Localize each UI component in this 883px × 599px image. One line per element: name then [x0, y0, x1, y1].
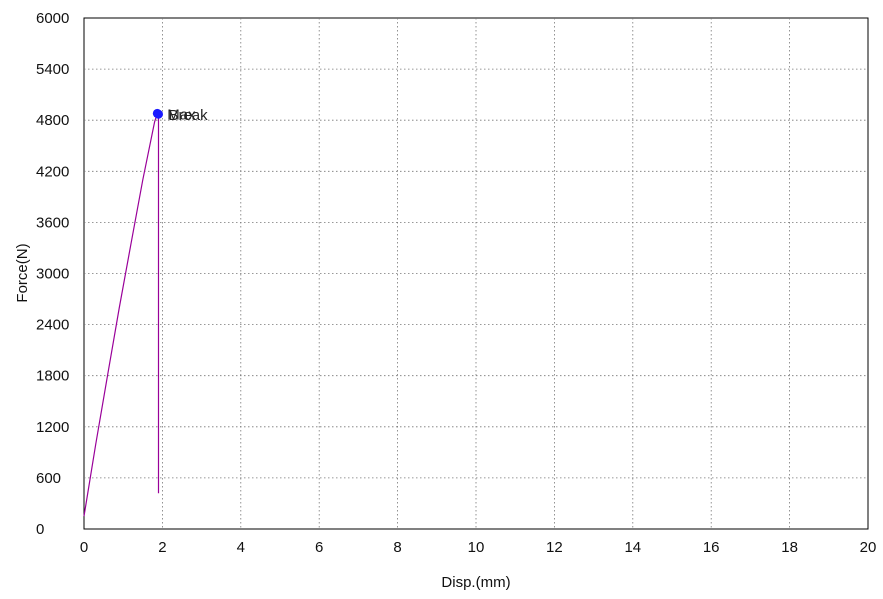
y-tick-label: 5400: [36, 61, 69, 78]
x-tick-label: 2: [158, 539, 166, 556]
y-tick-label: 2400: [36, 317, 69, 334]
x-tick-label: 14: [624, 539, 641, 556]
y-tick-label: 6000: [36, 10, 69, 27]
x-tick-label: 20: [860, 539, 877, 556]
x-tick-label: 6: [315, 539, 323, 556]
x-tick-label: 12: [546, 539, 563, 556]
y-tick-label: 4800: [36, 112, 69, 129]
y-tick-label: 3000: [36, 266, 69, 283]
point-marker-break: [153, 109, 163, 119]
annotation-label-max: Max: [167, 106, 196, 123]
x-tick-label: 18: [781, 539, 798, 556]
y-tick-label: 1800: [36, 368, 69, 385]
y-tick-label: 600: [36, 470, 61, 487]
y-axis-label: Force(N): [14, 243, 31, 302]
grid-lines: [84, 18, 868, 529]
annotation-label-break: Break: [168, 107, 208, 124]
x-tick-label: 16: [703, 539, 720, 556]
y-tick-label: 1200: [36, 419, 69, 436]
y-tick-label: 0: [36, 521, 44, 538]
x-tick-label: 10: [468, 539, 485, 556]
x-tick-labels: 0 2 4 6 8 10 12 14 16 18 20: [80, 539, 877, 556]
y-tick-label: 4200: [36, 163, 69, 180]
x-tick-label: 0: [80, 539, 88, 556]
x-axis-label: Disp.(mm): [441, 574, 510, 591]
x-tick-label: 4: [237, 539, 245, 556]
x-tick-label: 8: [393, 539, 401, 556]
y-tick-label: 3600: [36, 214, 69, 231]
y-tick-labels: 0 600 1200 1800 2400 3000 3600 4200 4800 5400 6000: [36, 10, 69, 538]
